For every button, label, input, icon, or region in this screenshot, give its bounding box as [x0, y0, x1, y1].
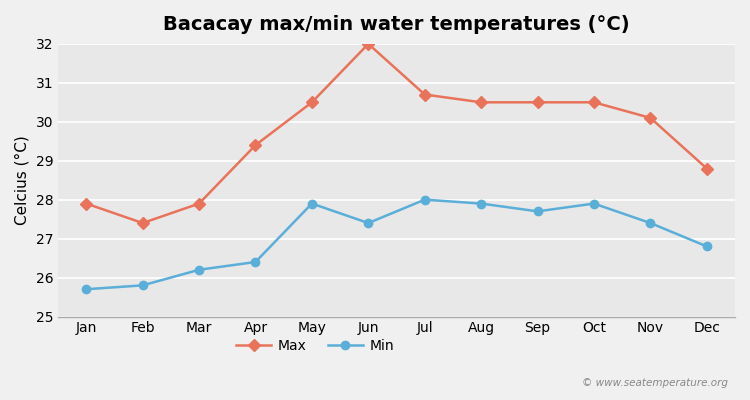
Title: Bacacay max/min water temperatures (°C): Bacacay max/min water temperatures (°C)	[164, 15, 630, 34]
Text: © www.seatemperature.org: © www.seatemperature.org	[581, 378, 728, 388]
Y-axis label: Celcius (°C): Celcius (°C)	[15, 135, 30, 225]
Legend: Max, Min: Max, Min	[231, 334, 400, 359]
